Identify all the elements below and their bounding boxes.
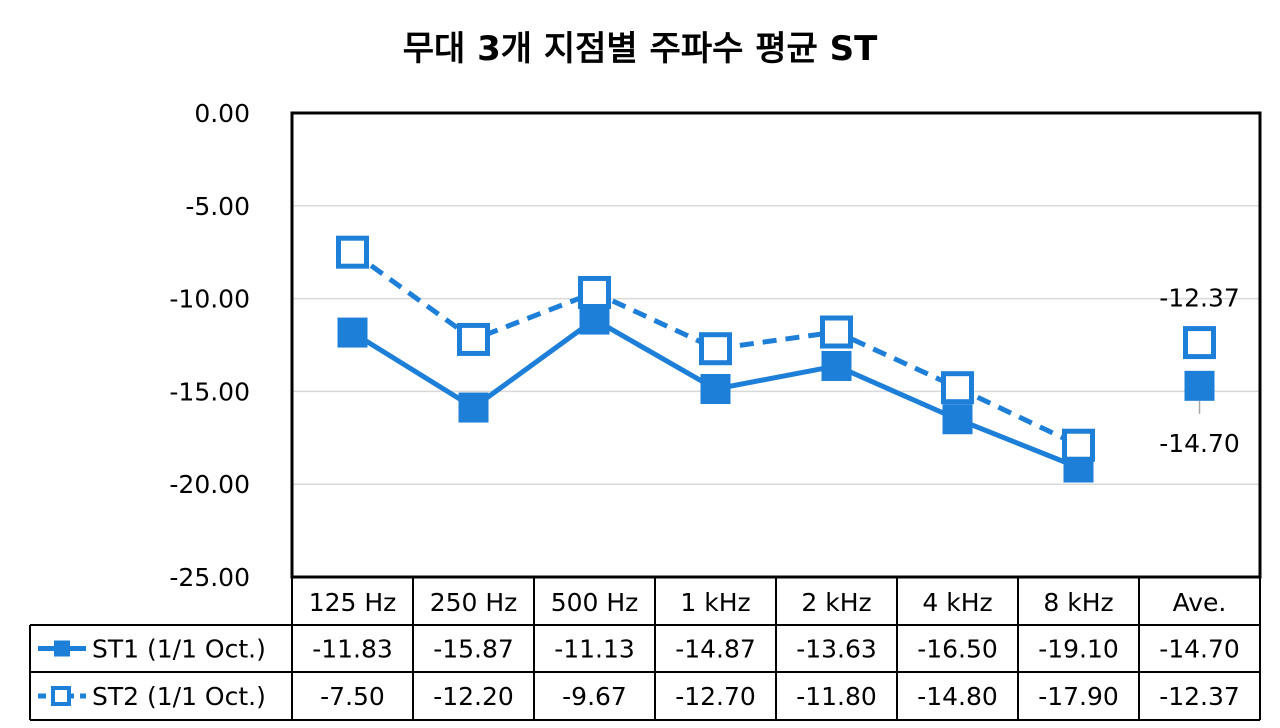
series-1-point [337, 317, 368, 348]
series-1-point [1184, 370, 1215, 401]
table-cell: -15.87 [433, 635, 514, 664]
series-2-point [1183, 326, 1216, 360]
series-1-point [942, 404, 973, 435]
x-tick-label: Ave. [1173, 588, 1227, 617]
legend-label-series-1: ST1 (1/1 Oct.) [92, 635, 266, 664]
table-cell: -7.50 [320, 682, 385, 711]
y-tick-label: 0.00 [194, 99, 250, 128]
series-1-point [579, 304, 610, 335]
data-label: -14.70 [1159, 429, 1240, 458]
table-cell: -11.83 [312, 635, 393, 664]
table-cell: -14.87 [675, 635, 756, 664]
series-2-point [457, 322, 490, 356]
table-cell: -12.37 [1159, 682, 1240, 711]
series-1-point [821, 350, 852, 381]
series-2-point [1062, 428, 1095, 462]
x-tick-label: 1 kHz [680, 588, 750, 617]
plot-area-border [290, 111, 1262, 579]
y-tick-label: -10.00 [169, 285, 250, 314]
data-labels: -12.37 -14.70 [1159, 284, 1240, 458]
series-2-point [941, 371, 974, 405]
legend-key-series-1 [38, 640, 86, 657]
y-tick-label: -25.00 [169, 563, 250, 592]
gridlines [290, 111, 1262, 579]
series-2-point [820, 315, 853, 349]
y-tick-label: -20.00 [169, 470, 250, 499]
data-table: 125 Hz 250 Hz 500 Hz 1 kHz 2 kHz 4 kHz 8 kHz Av… [29, 577, 1261, 721]
series-1-point [458, 392, 489, 423]
x-tick-label: 500 Hz [551, 588, 639, 617]
y-tick-label: -5.00 [185, 192, 250, 221]
x-tick-label: 4 kHz [922, 588, 992, 617]
x-tick-label: 2 kHz [801, 588, 871, 617]
table-cell: -17.90 [1038, 682, 1119, 711]
table-cell: -12.20 [433, 682, 514, 711]
x-tick-label: 8 kHz [1043, 588, 1113, 617]
series-2-point [699, 332, 732, 366]
series-1-point [700, 373, 731, 404]
series-2-point [578, 275, 611, 309]
x-tick-label: 250 Hz [430, 588, 518, 617]
table-cell: -14.80 [917, 682, 998, 711]
legend-label-series-2: ST2 (1/1 Oct.) [92, 682, 266, 711]
table-cell: -9.67 [562, 682, 627, 711]
table-cell: -13.63 [796, 635, 877, 664]
y-axis-ticks: 0.00 -5.00 -10.00 -15.00 -20.00 -25.00 [169, 99, 250, 592]
chart-title: 무대 3개 지점별 주파수 평균 ST [403, 29, 878, 69]
legend-key-series-2 [38, 686, 86, 706]
table-cell: -11.80 [796, 682, 877, 711]
table-cell: -19.10 [1038, 635, 1119, 664]
table-cell: -11.13 [554, 635, 635, 664]
table-cell: -16.50 [917, 635, 998, 664]
series-markers [336, 235, 1216, 483]
y-tick-label: -15.00 [169, 377, 250, 406]
series-2-point [336, 235, 369, 269]
x-tick-label: 125 Hz [309, 588, 397, 617]
table-cell: -14.70 [1159, 635, 1240, 664]
table-cell: -12.70 [675, 682, 756, 711]
data-label: -12.37 [1159, 284, 1240, 313]
